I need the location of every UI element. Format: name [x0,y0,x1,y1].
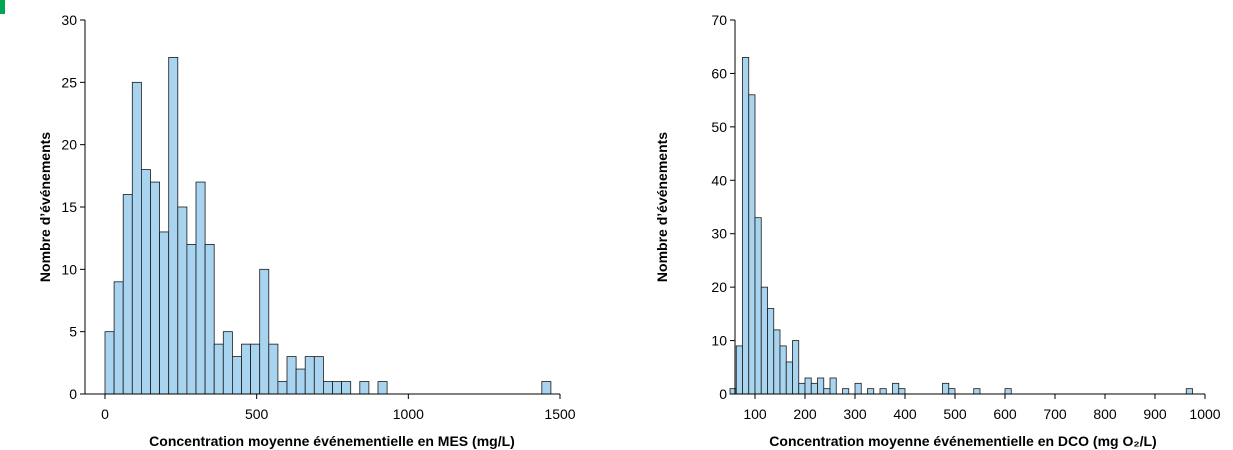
dco-bar [1004,388,1012,395]
dco-bar [829,377,837,395]
mes-y-tick-label: 5 [69,324,77,340]
dco-bar [754,217,762,395]
dco-x-tick-label: 200 [793,406,817,422]
dco-y-tick-label: 50 [711,119,727,135]
dco-x-tick-label: 1000 [1189,406,1220,422]
mes-bar [359,381,370,395]
dco-y-axis-title: Nombre d’événements [654,132,670,282]
mes-bar [140,169,151,395]
mes-bar [295,368,306,395]
dco-bar [779,345,787,395]
mes-bar [213,343,224,395]
mes-bar [195,181,206,395]
mes-bar [304,356,315,395]
mes-bar [186,243,197,395]
dco-x-axis-title: Concentration moyenne événementielle en … [769,433,1156,449]
mes-bar [277,381,288,395]
dco-bar [748,94,756,395]
dco-bar [798,382,806,395]
dco-y-tick-label: 40 [711,172,727,188]
mes-bar [231,356,242,395]
dco-bar [973,388,981,395]
mes-bar [332,381,343,395]
mes-y-tick-label: 30 [61,12,77,28]
dco-bar [948,388,956,395]
mes-y-tick-label: 0 [69,386,77,402]
dco-bar [842,388,850,395]
mes-bar [150,181,160,395]
dco-y-tick-label: 60 [711,65,727,81]
mes-x-tick-label: 1000 [393,406,424,422]
mes-bar [122,194,133,395]
mes-bar [250,343,261,395]
mes-bar [377,381,388,395]
mes-bar [541,381,552,395]
dco-x-tick-label: 500 [943,406,967,422]
mes-x-tick-label: 0 [101,406,109,422]
dco-y-tick-label: 10 [711,333,727,349]
mes-bar [104,331,115,395]
dco-bar [892,382,900,395]
mes-y-tick-label: 10 [61,261,77,277]
dco-bar [823,388,831,395]
dco-bar [867,388,875,395]
mes-bar [168,57,179,395]
accent-mark [0,0,5,14]
dco-y-tick-label: 70 [711,12,727,28]
mes-bar [286,356,297,395]
mes-bar [222,331,233,395]
mes-x-tick-label: 500 [245,406,269,422]
mes-bar [259,268,270,395]
dco-bar [742,57,750,395]
dco-x-tick-label: 700 [1043,406,1067,422]
dco-bar [773,329,781,395]
mes-y-tick-label: 25 [61,74,77,90]
dco-bar [735,345,743,395]
dco-bar [898,388,906,395]
dco-bar [767,308,775,395]
dco-x-tick-label: 300 [843,406,867,422]
mes-bar [268,343,279,395]
dco-x-tick-label: 100 [743,406,767,422]
mes-bar [313,356,324,395]
mes-bar [177,206,188,395]
dco-x-tick-label: 600 [993,406,1017,422]
dco-x-tick-label: 800 [1093,406,1117,422]
histogram-mes: 0 5 10 15 20 25 30 0 500 1000 1500 Concentration mo… [37,12,576,449]
dco-bar [810,382,818,395]
mes-bar [322,381,333,395]
mes-bar [341,381,352,395]
mes-y-tick-label: 15 [61,199,77,215]
dco-y-tick-label: 20 [711,279,727,295]
dco-y-tick-label: 30 [711,226,727,242]
dco-bar [854,382,862,395]
dco-bar [942,382,950,395]
mes-bar [241,343,251,395]
dco-x-tick-label: 900 [1143,406,1167,422]
mes-bar [131,81,142,395]
dco-bar [1185,388,1193,395]
dco-bar [760,286,768,395]
mes-bar [113,281,124,395]
dco-bar [804,377,812,395]
mes-y-axis-title: Nombre d’événements [37,132,53,282]
mes-x-tick-label: 1500 [544,406,575,422]
mes-bar [204,243,215,395]
dco-bar [792,340,800,395]
dco-bar [879,388,887,395]
mes-bar [159,231,170,395]
mes-y-tick-label: 20 [61,137,77,153]
mes-x-axis-title: Concentration moyenne événementielle en … [149,433,515,449]
dco-x-tick-label: 400 [893,406,917,422]
dco-bar [817,377,825,395]
dco-y-tick-label: 0 [719,386,727,402]
dco-bar [785,361,793,395]
histogram-dco: 0 10 20 30 40 50 60 70 100 200 300 400 500 600 700 800 9… [654,12,1221,449]
